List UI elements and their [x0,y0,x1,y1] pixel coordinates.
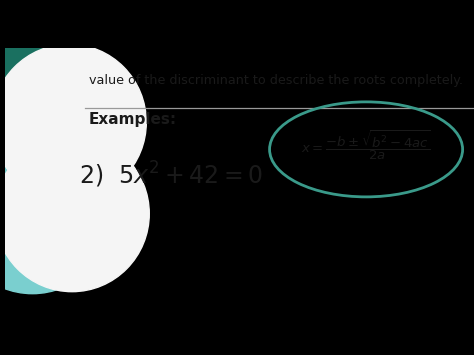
Circle shape [0,136,149,292]
Circle shape [0,44,146,200]
Circle shape [0,134,112,294]
Text: 2)  $5x^2 + 42 = 0$: 2) $5x^2 + 42 = 0$ [79,159,263,190]
Text: $x = \dfrac{-b \pm \sqrt{b^2 - 4ac}}{2a}$: $x = \dfrac{-b \pm \sqrt{b^2 - 4ac}}{2a}… [301,129,431,162]
Circle shape [0,44,104,200]
Text: value of the discriminant to describe the roots completely.: value of the discriminant to describe th… [89,73,463,87]
Text: Examples:: Examples: [89,112,177,127]
